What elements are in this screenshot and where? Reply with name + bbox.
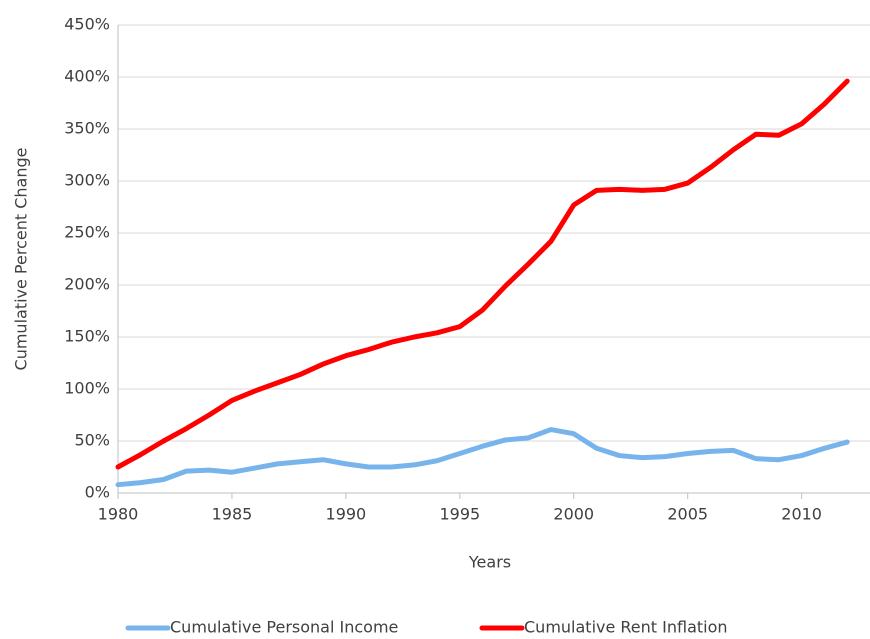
x-tick-label: 2000 — [553, 505, 594, 524]
series-line — [115, 78, 850, 470]
x-tick-label: 2005 — [667, 505, 708, 524]
series-line — [115, 427, 850, 488]
y-tick-label: 300% — [64, 171, 110, 190]
y-tick-label: 400% — [64, 67, 110, 86]
x-tick-label: 1980 — [98, 505, 139, 524]
y-tick-label: 350% — [64, 119, 110, 138]
x-tick-label: 1995 — [439, 505, 480, 524]
x-tick-label: 1985 — [212, 505, 253, 524]
y-tick-label: 150% — [64, 327, 110, 346]
legend-label: Cumulative Rent Inflation — [524, 618, 728, 637]
y-tick-label: 100% — [64, 379, 110, 398]
y-tick-label: 50% — [74, 431, 110, 450]
x-tick-label: 2010 — [781, 505, 822, 524]
y-tick-label: 0% — [85, 483, 110, 502]
y-tick-label: 250% — [64, 223, 110, 242]
legend-label: Cumulative Personal Income — [170, 618, 398, 637]
y-axis-label: Cumulative Percent Change — [12, 148, 31, 371]
x-axis-label: Years — [468, 553, 511, 572]
x-tick-label: 1990 — [326, 505, 367, 524]
y-tick-label: 200% — [64, 275, 110, 294]
y-tick-label: 450% — [64, 15, 110, 34]
